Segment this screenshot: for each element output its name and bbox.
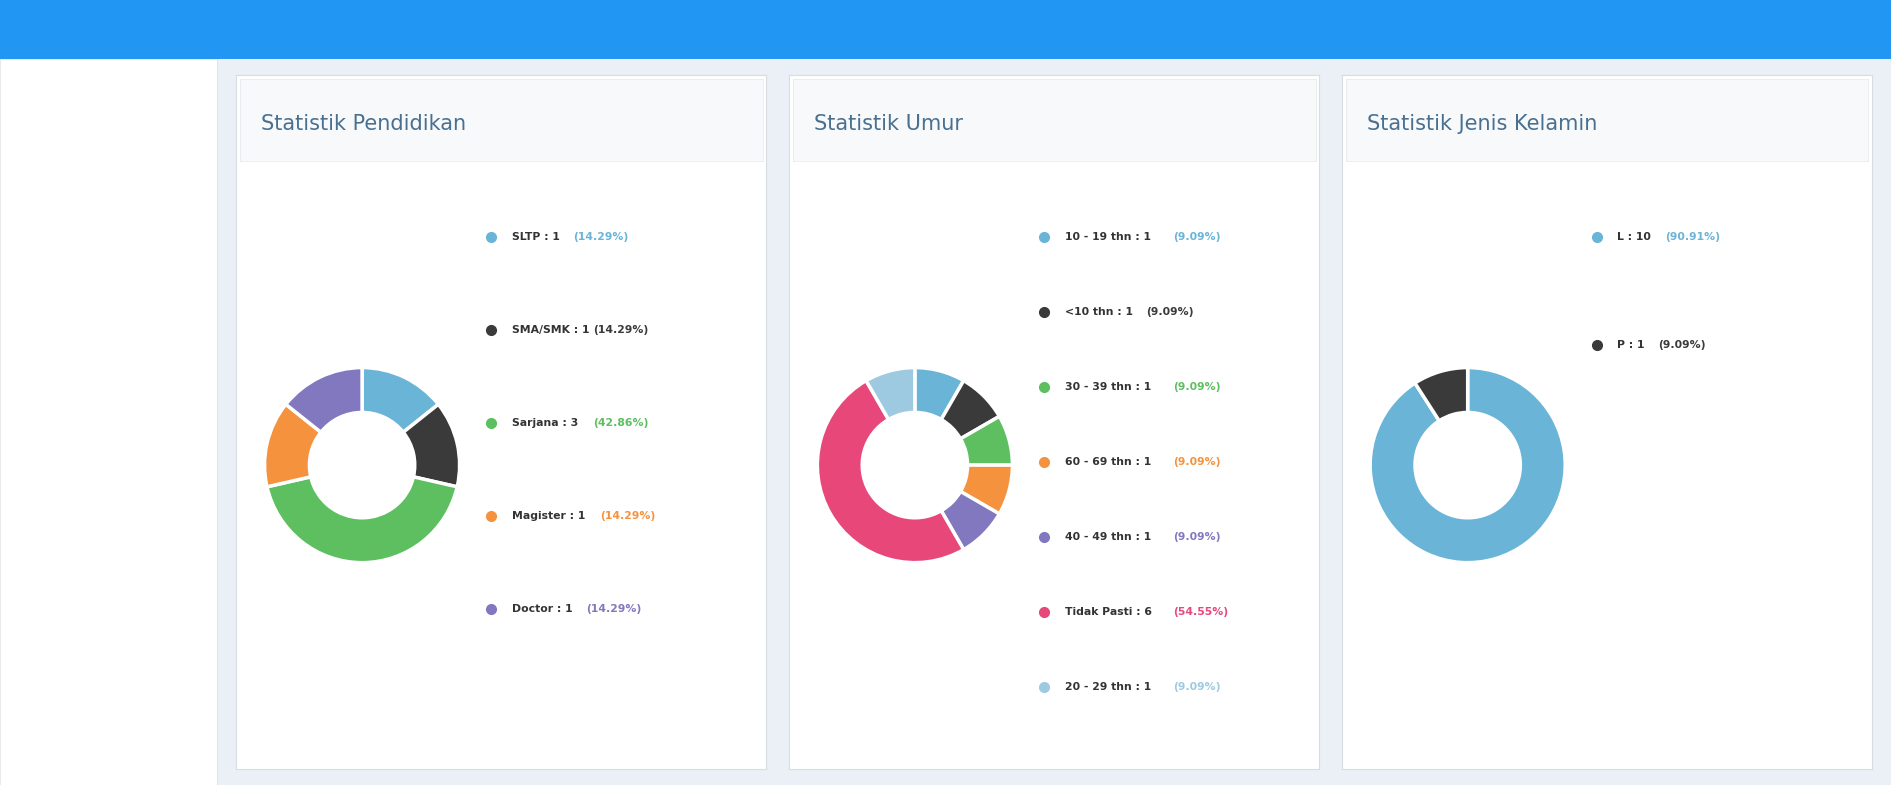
Text: 20 - 29 thn : 1: 20 - 29 thn : 1 xyxy=(1065,682,1155,692)
Text: <10 thn : 1: <10 thn : 1 xyxy=(1065,307,1136,317)
Wedge shape xyxy=(817,381,964,563)
Text: Tidak Pasti : 6: Tidak Pasti : 6 xyxy=(1065,608,1155,617)
Text: (54.55%): (54.55%) xyxy=(1174,608,1229,617)
Text: (9.09%): (9.09%) xyxy=(1174,382,1222,392)
Text: (14.29%): (14.29%) xyxy=(573,232,628,242)
Text: (14.29%): (14.29%) xyxy=(599,511,656,521)
Text: Doctor : 1: Doctor : 1 xyxy=(512,604,577,614)
Wedge shape xyxy=(866,367,915,419)
Wedge shape xyxy=(361,367,439,433)
Wedge shape xyxy=(942,381,998,439)
Wedge shape xyxy=(286,367,361,433)
Wedge shape xyxy=(942,491,998,550)
Text: Statistik Pendidikan: Statistik Pendidikan xyxy=(261,114,467,133)
Wedge shape xyxy=(403,404,460,487)
Text: (42.86%): (42.86%) xyxy=(594,418,649,428)
Wedge shape xyxy=(267,476,458,563)
Text: 40 - 49 thn : 1: 40 - 49 thn : 1 xyxy=(1065,532,1155,542)
Text: (9.09%): (9.09%) xyxy=(1174,682,1222,692)
Text: (14.29%): (14.29%) xyxy=(586,604,641,614)
Text: (90.91%): (90.91%) xyxy=(1666,232,1721,242)
Text: Statistik Jenis Kelamin: Statistik Jenis Kelamin xyxy=(1367,114,1598,133)
Text: Sarjana : 3: Sarjana : 3 xyxy=(512,418,582,428)
Text: 60 - 69 thn : 1: 60 - 69 thn : 1 xyxy=(1065,457,1155,467)
Text: P : 1: P : 1 xyxy=(1617,340,1649,350)
Text: (9.09%): (9.09%) xyxy=(1146,307,1193,317)
Text: SLTP : 1: SLTP : 1 xyxy=(512,232,564,242)
Text: Statistik Umur: Statistik Umur xyxy=(813,114,963,133)
Text: (9.09%): (9.09%) xyxy=(1174,457,1222,467)
Wedge shape xyxy=(961,416,1012,466)
Wedge shape xyxy=(1371,367,1566,563)
Wedge shape xyxy=(1414,367,1467,421)
Wedge shape xyxy=(915,367,964,419)
Text: SMA/SMK : 1: SMA/SMK : 1 xyxy=(512,325,594,335)
Wedge shape xyxy=(961,466,1012,514)
Text: (9.09%): (9.09%) xyxy=(1174,232,1222,242)
Text: 30 - 39 thn : 1: 30 - 39 thn : 1 xyxy=(1065,382,1155,392)
Text: (14.29%): (14.29%) xyxy=(594,325,649,335)
Text: 10 - 19 thn : 1: 10 - 19 thn : 1 xyxy=(1065,232,1154,242)
Text: Magister : 1: Magister : 1 xyxy=(512,511,588,521)
Text: (9.09%): (9.09%) xyxy=(1658,340,1706,350)
Text: (9.09%): (9.09%) xyxy=(1174,532,1222,542)
Wedge shape xyxy=(265,404,321,487)
Text: L : 10: L : 10 xyxy=(1617,232,1655,242)
